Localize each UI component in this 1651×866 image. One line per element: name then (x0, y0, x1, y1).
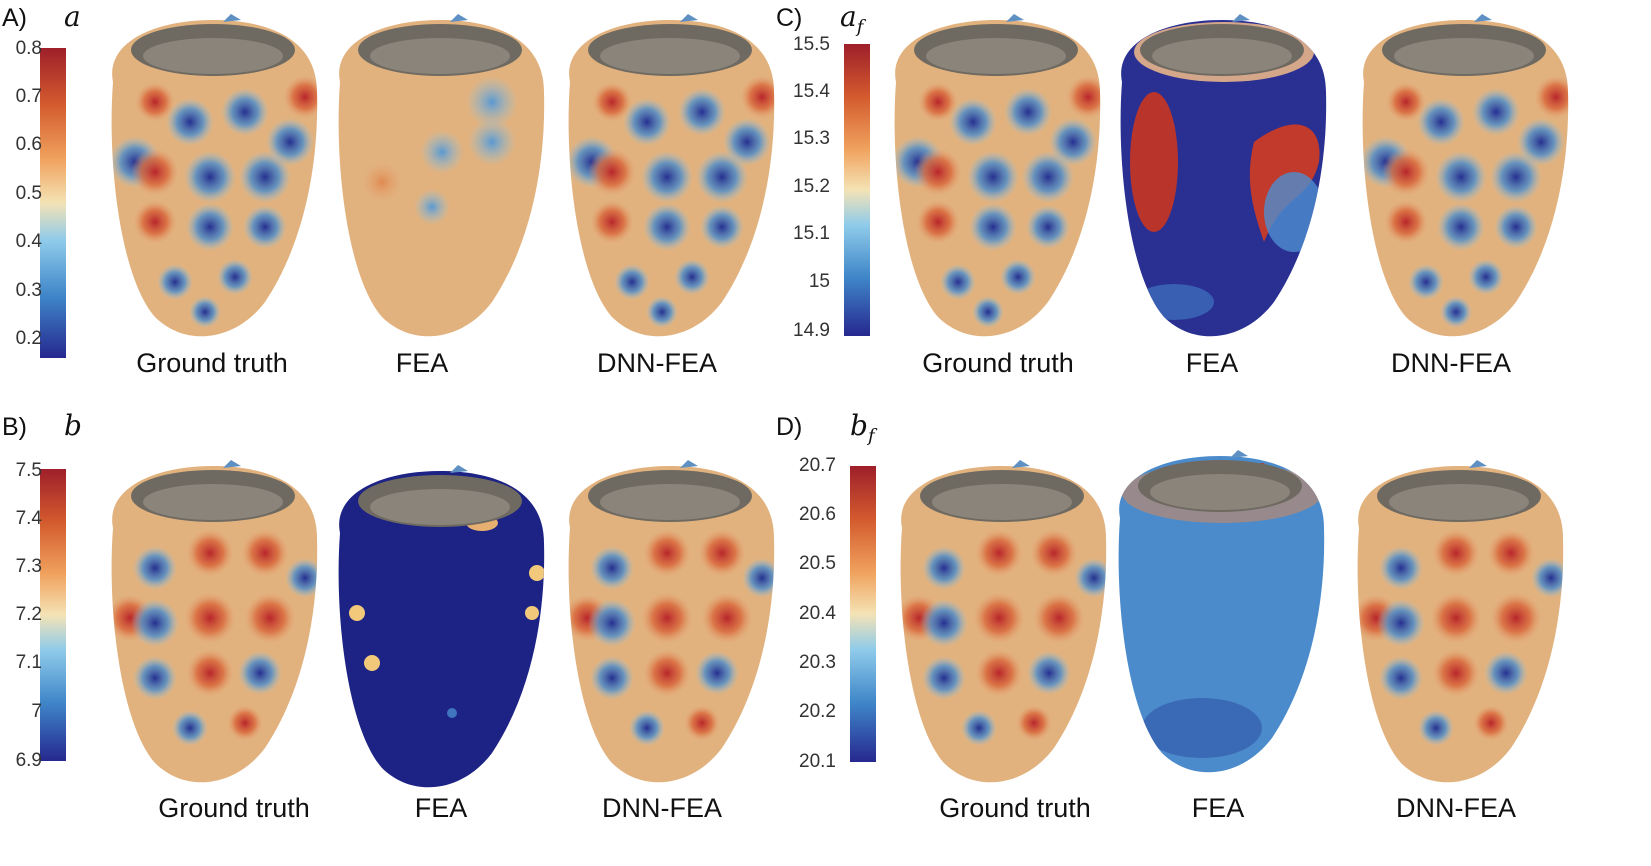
heart-fea (322, 463, 552, 798)
tick-label: 20.1 (799, 751, 836, 772)
colorbar (844, 44, 870, 336)
tick-label: 0.3 (15, 280, 42, 301)
panel-label: C) (776, 4, 803, 32)
heart-dnn-fea (1346, 12, 1576, 347)
tick-label: 15.5 (793, 34, 830, 55)
caption-ground-truth: Ground truth (922, 348, 1074, 378)
tick-label: 7.2 (15, 604, 42, 625)
tick-label: 15.2 (793, 176, 830, 197)
colorbar (850, 466, 876, 762)
caption-dnn-fea: DNN-FEA (1391, 348, 1511, 378)
tick-label: 15.3 (793, 128, 830, 149)
tick-label: 20.5 (799, 553, 836, 574)
tick-label: 15.1 (793, 223, 830, 244)
tick-label: 0.7 (15, 86, 42, 107)
tick-label: 7.1 (15, 652, 42, 673)
caption-dnn-fea: DNN-FEA (1396, 793, 1516, 823)
tick-label: 7.4 (15, 508, 42, 529)
heart-ground-truth (95, 12, 325, 347)
tick-label: 15 (808, 271, 830, 292)
heart-ground-truth (878, 12, 1108, 347)
caption-ground-truth: Ground truth (158, 793, 310, 823)
tick-label: 0.2 (15, 328, 42, 349)
colorbar (40, 469, 66, 761)
heart-dnn-fea (552, 12, 782, 347)
panel-label: A) (2, 4, 27, 32)
tick-label: 7 (31, 701, 42, 722)
tick-label: 0.5 (15, 183, 42, 204)
heart-dnn-fea (1341, 458, 1571, 793)
panel-a: A) a 0.8 0.7 0.6 0.5 0.4 0.3 0.2 Ground … (0, 0, 825, 433)
caption-ground-truth: Ground truth (136, 348, 288, 378)
panel-c: C) af 15.5 15.4 15.3 15.2 15.1 15 14.9 G… (776, 0, 1651, 433)
parameter-symbol: b (64, 409, 82, 442)
parameter-symbol: bf (850, 409, 875, 447)
tick-label: 20.7 (799, 455, 836, 476)
caption-ground-truth: Ground truth (939, 793, 1091, 823)
panel-b: B) b 7.5 7.4 7.3 7.2 7.1 7 6.9 Ground tr… (0, 409, 825, 866)
caption-fea: FEA (395, 348, 449, 378)
tick-label: 14.9 (793, 320, 830, 341)
heart-fea (1104, 12, 1334, 347)
tick-label: 20.4 (799, 603, 836, 624)
heart-dnn-fea (552, 458, 782, 793)
tick-label: 15.4 (793, 81, 830, 102)
tick-label: 0.6 (15, 134, 42, 155)
colorbar (40, 48, 66, 358)
caption-fea: FEA (1191, 793, 1245, 823)
caption-fea: FEA (414, 793, 468, 823)
panel-label: B) (2, 413, 27, 441)
heart-ground-truth (95, 458, 325, 793)
tick-label: 20.2 (799, 701, 836, 722)
parameter-symbol: a (64, 0, 81, 33)
caption-dnn-fea: DNN-FEA (597, 348, 717, 378)
tick-label: 0.8 (15, 38, 42, 59)
tick-label: 7.5 (15, 460, 42, 481)
tick-label: 6.9 (15, 750, 42, 771)
caption-fea: FEA (1185, 348, 1239, 378)
tick-label: 7.3 (15, 556, 42, 577)
heart-ground-truth (884, 458, 1114, 793)
tick-label: 20.6 (799, 504, 836, 525)
heart-fea (1102, 448, 1332, 783)
tick-label: 20.3 (799, 652, 836, 673)
parameter-symbol: af (840, 0, 864, 38)
panel-d: D) bf 20.7 20.6 20.5 20.4 20.3 20.2 20.1… (776, 409, 1651, 866)
caption-dnn-fea: DNN-FEA (602, 793, 722, 823)
panel-label: D) (776, 413, 803, 441)
heart-fea (322, 12, 552, 347)
tick-label: 0.4 (15, 231, 42, 252)
